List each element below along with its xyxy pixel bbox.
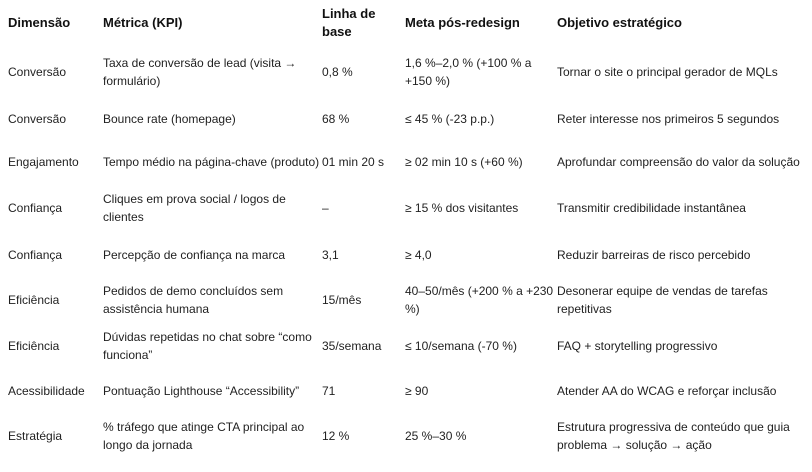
cell-objective: Estrutura progressiva de conteúdo que gu… <box>557 420 790 452</box>
cell-objective: Aprofundar compreensão do valor da soluç… <box>557 155 800 169</box>
cell-objective: Desonerar equipe de vendas de tarefas re… <box>557 283 768 316</box>
cell-dimension: Estratégia <box>8 429 63 443</box>
kpi-table-container: Dimensão Métrica (KPI) Linha de base Met… <box>8 0 812 460</box>
table-row: Eficiência Pedidos de demo concluídos se… <box>8 277 812 322</box>
column-header-objective: Objetivo estratégico <box>557 15 682 30</box>
table-row: Confiança Cliques em prova social / logo… <box>8 184 812 232</box>
table-row: Eficiência Dúvidas repetidas no chat sob… <box>8 322 812 369</box>
column-header-target: Meta pós-redesign <box>405 15 520 30</box>
cell-target: ≥ 15 % dos visitantes <box>405 201 519 215</box>
table-header-row: Dimensão Métrica (KPI) Linha de base Met… <box>8 0 812 46</box>
cell-baseline: 3,1 <box>322 247 339 262</box>
cell-target: 40–50/mês (+200 % a +230 %) <box>405 283 554 316</box>
kpi-table: Dimensão Métrica (KPI) Linha de base Met… <box>8 0 812 460</box>
cell-target: ≥ 90 <box>405 383 429 398</box>
cell-dimension: Engajamento <box>8 155 79 169</box>
cell-objective: Atender AA do WCAG e reforçar inclusão <box>557 383 777 398</box>
cell-metric: Dúvidas repetidas no chat sobre “como fu… <box>103 329 312 362</box>
table-row: Conversão Taxa de conversão de lead (vis… <box>8 46 812 98</box>
cell-baseline: 12 % <box>322 429 350 443</box>
column-header-metric: Métrica (KPI) <box>103 15 183 30</box>
column-header-dimension: Dimensão <box>8 15 71 30</box>
cell-metric: Cliques em prova social / logos de clien… <box>103 192 286 224</box>
cell-dimension: Eficiência <box>8 292 60 307</box>
cell-objective: Reduzir barreiras de risco percebido <box>557 247 751 262</box>
cell-baseline: 0,8 % <box>322 65 353 79</box>
cell-objective: FAQ + storytelling progressivo <box>557 338 718 353</box>
cell-metric: Percepção de confiança na marca <box>103 247 286 262</box>
column-header-baseline: Linha de base <box>322 6 376 39</box>
cell-metric: Pontuação Lighthouse “Accessibility” <box>103 383 300 398</box>
cell-objective: Tornar o site o principal gerador de MQL… <box>557 65 778 79</box>
cell-target: 25 %–30 % <box>405 429 467 443</box>
cell-baseline: 35/semana <box>322 338 382 353</box>
cell-metric: % tráfego que atinge CTA principal ao lo… <box>103 420 305 452</box>
cell-target: 1,6 %–2,0 % (+100 % a +150 %) <box>405 56 532 88</box>
table-row: Estratégia % tráfego que atinge CTA prin… <box>8 412 812 460</box>
cell-dimension: Acessibilidade <box>8 383 85 398</box>
cell-baseline: 15/mês <box>322 292 362 307</box>
cell-dimension: Confiança <box>8 201 63 215</box>
cell-dimension: Conversão <box>8 112 67 126</box>
cell-metric: Bounce rate (homepage) <box>103 112 236 126</box>
table-row: Acessibilidade Pontuação Lighthouse “Acc… <box>8 369 812 412</box>
cell-objective: Reter interesse nos primeiros 5 segundos <box>557 112 780 126</box>
cell-metric: Pedidos de demo concluídos sem assistênc… <box>103 283 284 316</box>
cell-target: ≤ 10/semana (-70 %) <box>405 338 517 353</box>
cell-metric: Taxa de conversão de lead (visita → form… <box>103 56 297 88</box>
cell-dimension: Confiança <box>8 247 63 262</box>
cell-baseline: 71 <box>322 383 336 398</box>
cell-target: ≤ 45 % (-23 p.p.) <box>405 112 495 126</box>
cell-baseline: – <box>322 201 329 215</box>
table-row: Conversão Bounce rate (homepage) 68 % ≤ … <box>8 98 812 140</box>
cell-dimension: Eficiência <box>8 338 60 353</box>
cell-objective: Transmitir credibilidade instantânea <box>557 201 746 215</box>
table-row: Confiança Percepção de confiança na marc… <box>8 232 812 277</box>
cell-baseline: 68 % <box>322 112 350 126</box>
cell-baseline: 01 min 20 s <box>322 155 385 169</box>
cell-target: ≥ 4,0 <box>405 247 432 262</box>
cell-dimension: Conversão <box>8 65 67 79</box>
table-row: Engajamento Tempo médio na página-chave … <box>8 140 812 184</box>
cell-metric: Tempo médio na página-chave (produto) <box>103 155 320 169</box>
cell-target: ≥ 02 min 10 s (+60 %) <box>405 155 523 169</box>
